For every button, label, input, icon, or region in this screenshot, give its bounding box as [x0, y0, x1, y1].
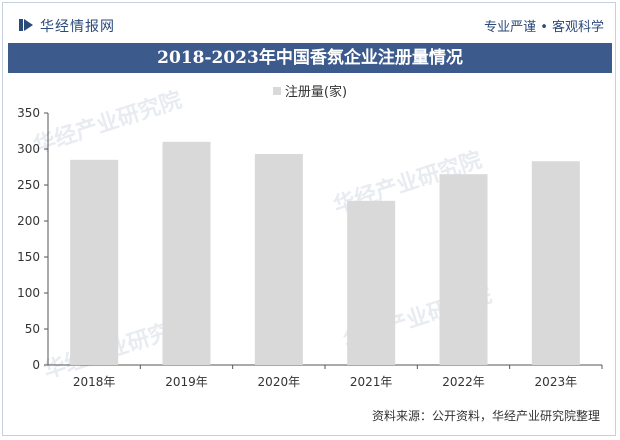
tagline: 专业严谨 • 客观科学 [484, 20, 604, 35]
legend-swatch [272, 87, 281, 95]
x-tick-label: 2020年 [258, 375, 301, 389]
y-tick-label: 300 [17, 142, 40, 156]
bar [347, 200, 396, 365]
bar [531, 161, 580, 365]
y-tick-label: 0 [32, 358, 40, 372]
bar [162, 141, 211, 365]
y-tick-label: 200 [17, 214, 40, 228]
x-tick-label: 2019年 [165, 375, 208, 389]
x-tick-label: 2018年 [73, 375, 116, 389]
bar [70, 159, 119, 365]
brand-name: 华经情报网 [40, 19, 115, 35]
y-tick-label: 350 [17, 106, 40, 120]
legend: 注册量(家) [0, 81, 620, 100]
source-note: 资料来源：公开资料，华经产业研究院整理 [371, 409, 600, 423]
bar [254, 154, 303, 365]
x-tick-label: 2023年 [535, 375, 578, 389]
chart-title: 2018-2023年中国香氛企业注册量情况 [8, 43, 612, 73]
x-tick-label: 2021年 [350, 375, 393, 389]
logo-icon [19, 19, 33, 31]
header-bar: 华经情报网 专业严谨 • 客观科学 [8, 10, 610, 38]
y-tick-label: 50 [25, 322, 40, 336]
y-tick-label: 150 [17, 250, 40, 264]
y-tick-label: 100 [17, 286, 40, 300]
y-tick-label: 250 [17, 178, 40, 192]
bar [439, 174, 488, 365]
legend-label: 注册量(家) [284, 85, 348, 100]
x-tick-label: 2022年 [442, 375, 485, 389]
